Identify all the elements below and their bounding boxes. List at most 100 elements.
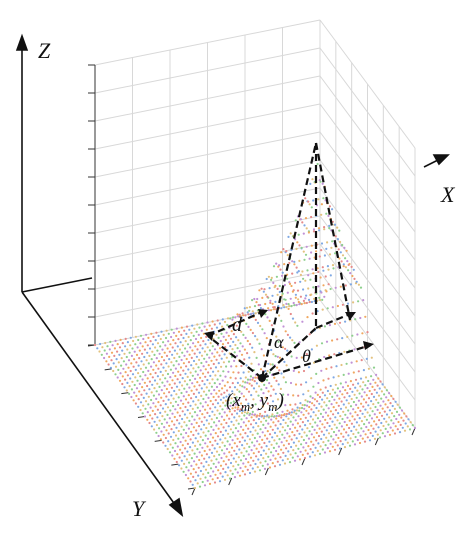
surface-dot <box>243 439 246 442</box>
surface-dot <box>344 438 347 441</box>
surface-dot <box>268 382 271 385</box>
surface-dot <box>157 401 160 404</box>
surface-dot <box>166 347 169 350</box>
surface-dot <box>223 320 227 323</box>
surface-dot <box>164 403 167 406</box>
surface-dot <box>331 420 334 423</box>
surface-dot <box>336 444 339 447</box>
surface-dot <box>240 451 243 454</box>
surface-dot <box>409 421 412 424</box>
surface-dot <box>220 393 223 396</box>
surface-dot <box>173 382 176 385</box>
surface-dot <box>353 443 357 446</box>
surface-dot <box>307 437 311 440</box>
surface-dot <box>139 408 142 412</box>
surface-dot <box>354 386 357 389</box>
surface-dot <box>228 443 231 446</box>
surface-dot <box>256 414 259 417</box>
surface-dot <box>188 461 191 464</box>
surface-dot <box>119 372 122 375</box>
surface-dot <box>320 437 323 441</box>
surface-dot <box>339 251 342 254</box>
surface-dot <box>192 342 195 345</box>
surface-dot <box>321 308 324 311</box>
surface-dot <box>150 391 153 394</box>
wall-grid-line <box>94 271 321 318</box>
surface-dot <box>358 441 362 445</box>
surface-dot <box>280 414 283 417</box>
surface-dot <box>387 399 390 402</box>
surface-dot <box>173 457 176 460</box>
surface-dot <box>163 418 166 421</box>
surface-dot <box>144 374 147 377</box>
surface-dot <box>141 412 144 415</box>
surface-dot <box>278 284 281 288</box>
surface-dot <box>267 307 270 310</box>
surface-dot <box>269 408 272 411</box>
wall-grid-line <box>94 75 321 122</box>
surface-dot <box>376 408 379 411</box>
surface-dot <box>344 406 348 409</box>
surface-dot <box>129 369 132 373</box>
surface-dot <box>217 362 220 365</box>
wall-grid-line <box>94 103 321 150</box>
surface-dot <box>370 392 373 396</box>
surface-dot <box>202 390 206 393</box>
surface-dot <box>246 352 249 355</box>
surface-dot <box>330 246 333 249</box>
arrowhead <box>345 312 356 320</box>
surface-dot <box>306 269 309 272</box>
surface-dot <box>310 377 313 380</box>
surface-dot <box>287 450 290 453</box>
surface-dot <box>364 384 367 387</box>
surface-dot <box>260 446 263 449</box>
surface-dot <box>233 386 237 389</box>
surface-dot <box>391 429 394 432</box>
surface-dot <box>372 395 376 398</box>
surface-dot <box>359 385 362 388</box>
surface-dot <box>197 466 200 469</box>
surface-dot <box>270 385 273 388</box>
surface-dot <box>112 369 115 373</box>
surface-dot <box>337 436 340 440</box>
surface-dot <box>285 306 288 309</box>
surface-dot <box>116 376 119 379</box>
surface-dot <box>228 410 231 413</box>
surface-dot <box>218 389 221 392</box>
surface-dot <box>256 440 259 443</box>
surface-dot <box>288 461 292 464</box>
surface-dot <box>223 444 226 447</box>
surface-dot <box>170 361 173 364</box>
surface-dot <box>264 369 267 373</box>
surface-dot <box>164 377 167 380</box>
surface-dot <box>172 339 175 342</box>
surface-dot <box>266 414 269 417</box>
surface-dot <box>286 291 289 294</box>
surface-dot <box>302 277 305 280</box>
wall-grid-line <box>94 131 321 178</box>
surface-dot <box>148 380 151 383</box>
surface-dot <box>318 452 322 455</box>
surface-dot <box>264 293 268 296</box>
surface-dot <box>234 406 237 409</box>
surface-dot <box>199 477 202 480</box>
surface-dot <box>187 427 190 430</box>
surface-dot <box>139 401 143 404</box>
surface-dot <box>216 402 220 405</box>
surface-dot <box>338 321 342 324</box>
surface-dot <box>372 403 375 406</box>
surface-dot <box>135 353 139 356</box>
surface-dot <box>191 441 194 444</box>
surface-dot <box>247 390 251 393</box>
surface-dot <box>212 395 215 399</box>
surface-dot <box>373 420 376 423</box>
surface-dot <box>379 380 382 383</box>
surface-dot <box>316 400 319 403</box>
surface-dot <box>143 415 147 418</box>
surface-dot <box>247 370 250 373</box>
surface-dot <box>278 356 282 359</box>
surface-dot <box>343 396 346 399</box>
surface-dot <box>148 388 151 391</box>
surface-dot <box>267 390 270 393</box>
surface-dot <box>255 301 258 304</box>
